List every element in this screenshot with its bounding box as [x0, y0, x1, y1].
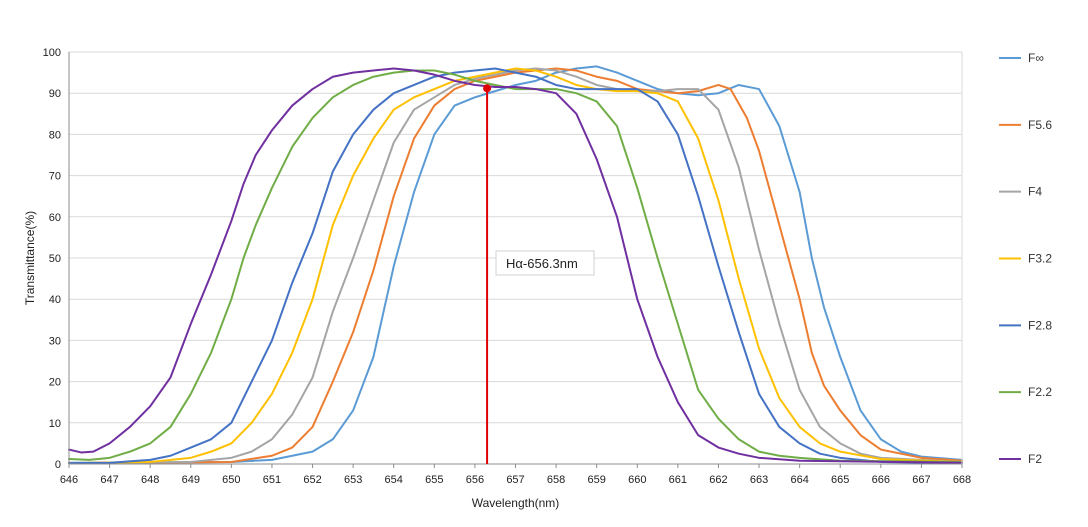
legend-label-6: F2 — [1028, 452, 1042, 466]
series-line-f2-2-5 — [68, 69, 963, 463]
x-axis-title: Wavelength(nm) — [472, 496, 560, 510]
y-tick-label-90: 90 — [49, 88, 61, 100]
x-tick-label-647: 647 — [100, 474, 118, 486]
legend: F∞ F5.6 F4 F3.2 F2.8 F2.2 F2 — [999, 51, 1052, 466]
x-tick-label-659: 659 — [588, 474, 606, 486]
x-tick-labels: 646 647 648 649 650 651 652 653 654 655 656 657 658 6… — [60, 474, 971, 486]
x-tick-label-663: 663 — [750, 474, 768, 486]
x-tick-label-660: 660 — [628, 474, 646, 486]
y-tick-label-70: 70 — [49, 171, 61, 183]
series-lines — [68, 65, 963, 465]
x-tick-label-652: 652 — [303, 474, 321, 486]
y-tick-label-10: 10 — [49, 418, 61, 430]
series-line-f2-8-4 — [68, 67, 963, 465]
y-tick-labels: 0 10 20 30 40 50 60 70 80 90 100 — [43, 47, 61, 471]
y-axis-title: Transmittance(%) — [23, 211, 37, 305]
legend-label-1: F5.6 — [1028, 118, 1052, 132]
legend-label-5: F2.2 — [1028, 385, 1052, 399]
x-tick-label-664: 664 — [790, 474, 808, 486]
legend-label-3: F3.2 — [1028, 252, 1052, 266]
h-alpha-annotation: Hα-656.3nm — [483, 84, 595, 464]
x-tick-label-661: 661 — [669, 474, 687, 486]
y-tick-label-30: 30 — [49, 335, 61, 347]
y-tick-label-0: 0 — [55, 459, 61, 471]
x-tick-label-658: 658 — [547, 474, 565, 486]
legend-label-4: F2.8 — [1028, 318, 1052, 332]
series-line-f2-6 — [68, 67, 963, 464]
gridlines — [69, 51, 962, 424]
x-tick-label-655: 655 — [425, 474, 443, 486]
h-alpha-label-box — [495, 250, 595, 276]
x-tick-label-657: 657 — [506, 474, 524, 486]
y-tick-label-80: 80 — [49, 129, 61, 141]
x-tick-label-653: 653 — [344, 474, 362, 486]
h-alpha-label: Hα-656.3nm — [506, 256, 578, 271]
x-tick-label-651: 651 — [263, 474, 281, 486]
x-tick-label-667: 667 — [912, 474, 930, 486]
axes — [68, 52, 963, 468]
x-tick-label-662: 662 — [709, 474, 727, 486]
series-line-f5-6-1 — [68, 67, 963, 465]
h-alpha-marker-point — [483, 84, 492, 93]
x-tick-label-649: 649 — [182, 474, 200, 486]
y-tick-label-40: 40 — [49, 294, 61, 306]
y-tick-label-60: 60 — [49, 212, 61, 224]
series-line-f-0 — [68, 65, 963, 464]
y-tick-label-20: 20 — [49, 377, 61, 389]
y-tick-label-100: 100 — [43, 47, 61, 59]
x-tick-label-648: 648 — [141, 474, 159, 486]
x-tick-label-668: 668 — [953, 474, 971, 486]
x-tick-label-646: 646 — [60, 474, 78, 486]
series-line-f4-2 — [68, 67, 963, 465]
y-tick-label-50: 50 — [49, 253, 61, 265]
series-line-f3-2-3 — [68, 67, 963, 465]
x-tick-label-654: 654 — [385, 474, 403, 486]
x-tick-label-665: 665 — [831, 474, 849, 486]
legend-label-0: F∞ — [1028, 51, 1044, 65]
x-tick-label-656: 656 — [466, 474, 484, 486]
x-tick-label-666: 666 — [872, 474, 890, 486]
legend-label-2: F4 — [1028, 185, 1042, 199]
x-tick-label-650: 650 — [222, 474, 240, 486]
